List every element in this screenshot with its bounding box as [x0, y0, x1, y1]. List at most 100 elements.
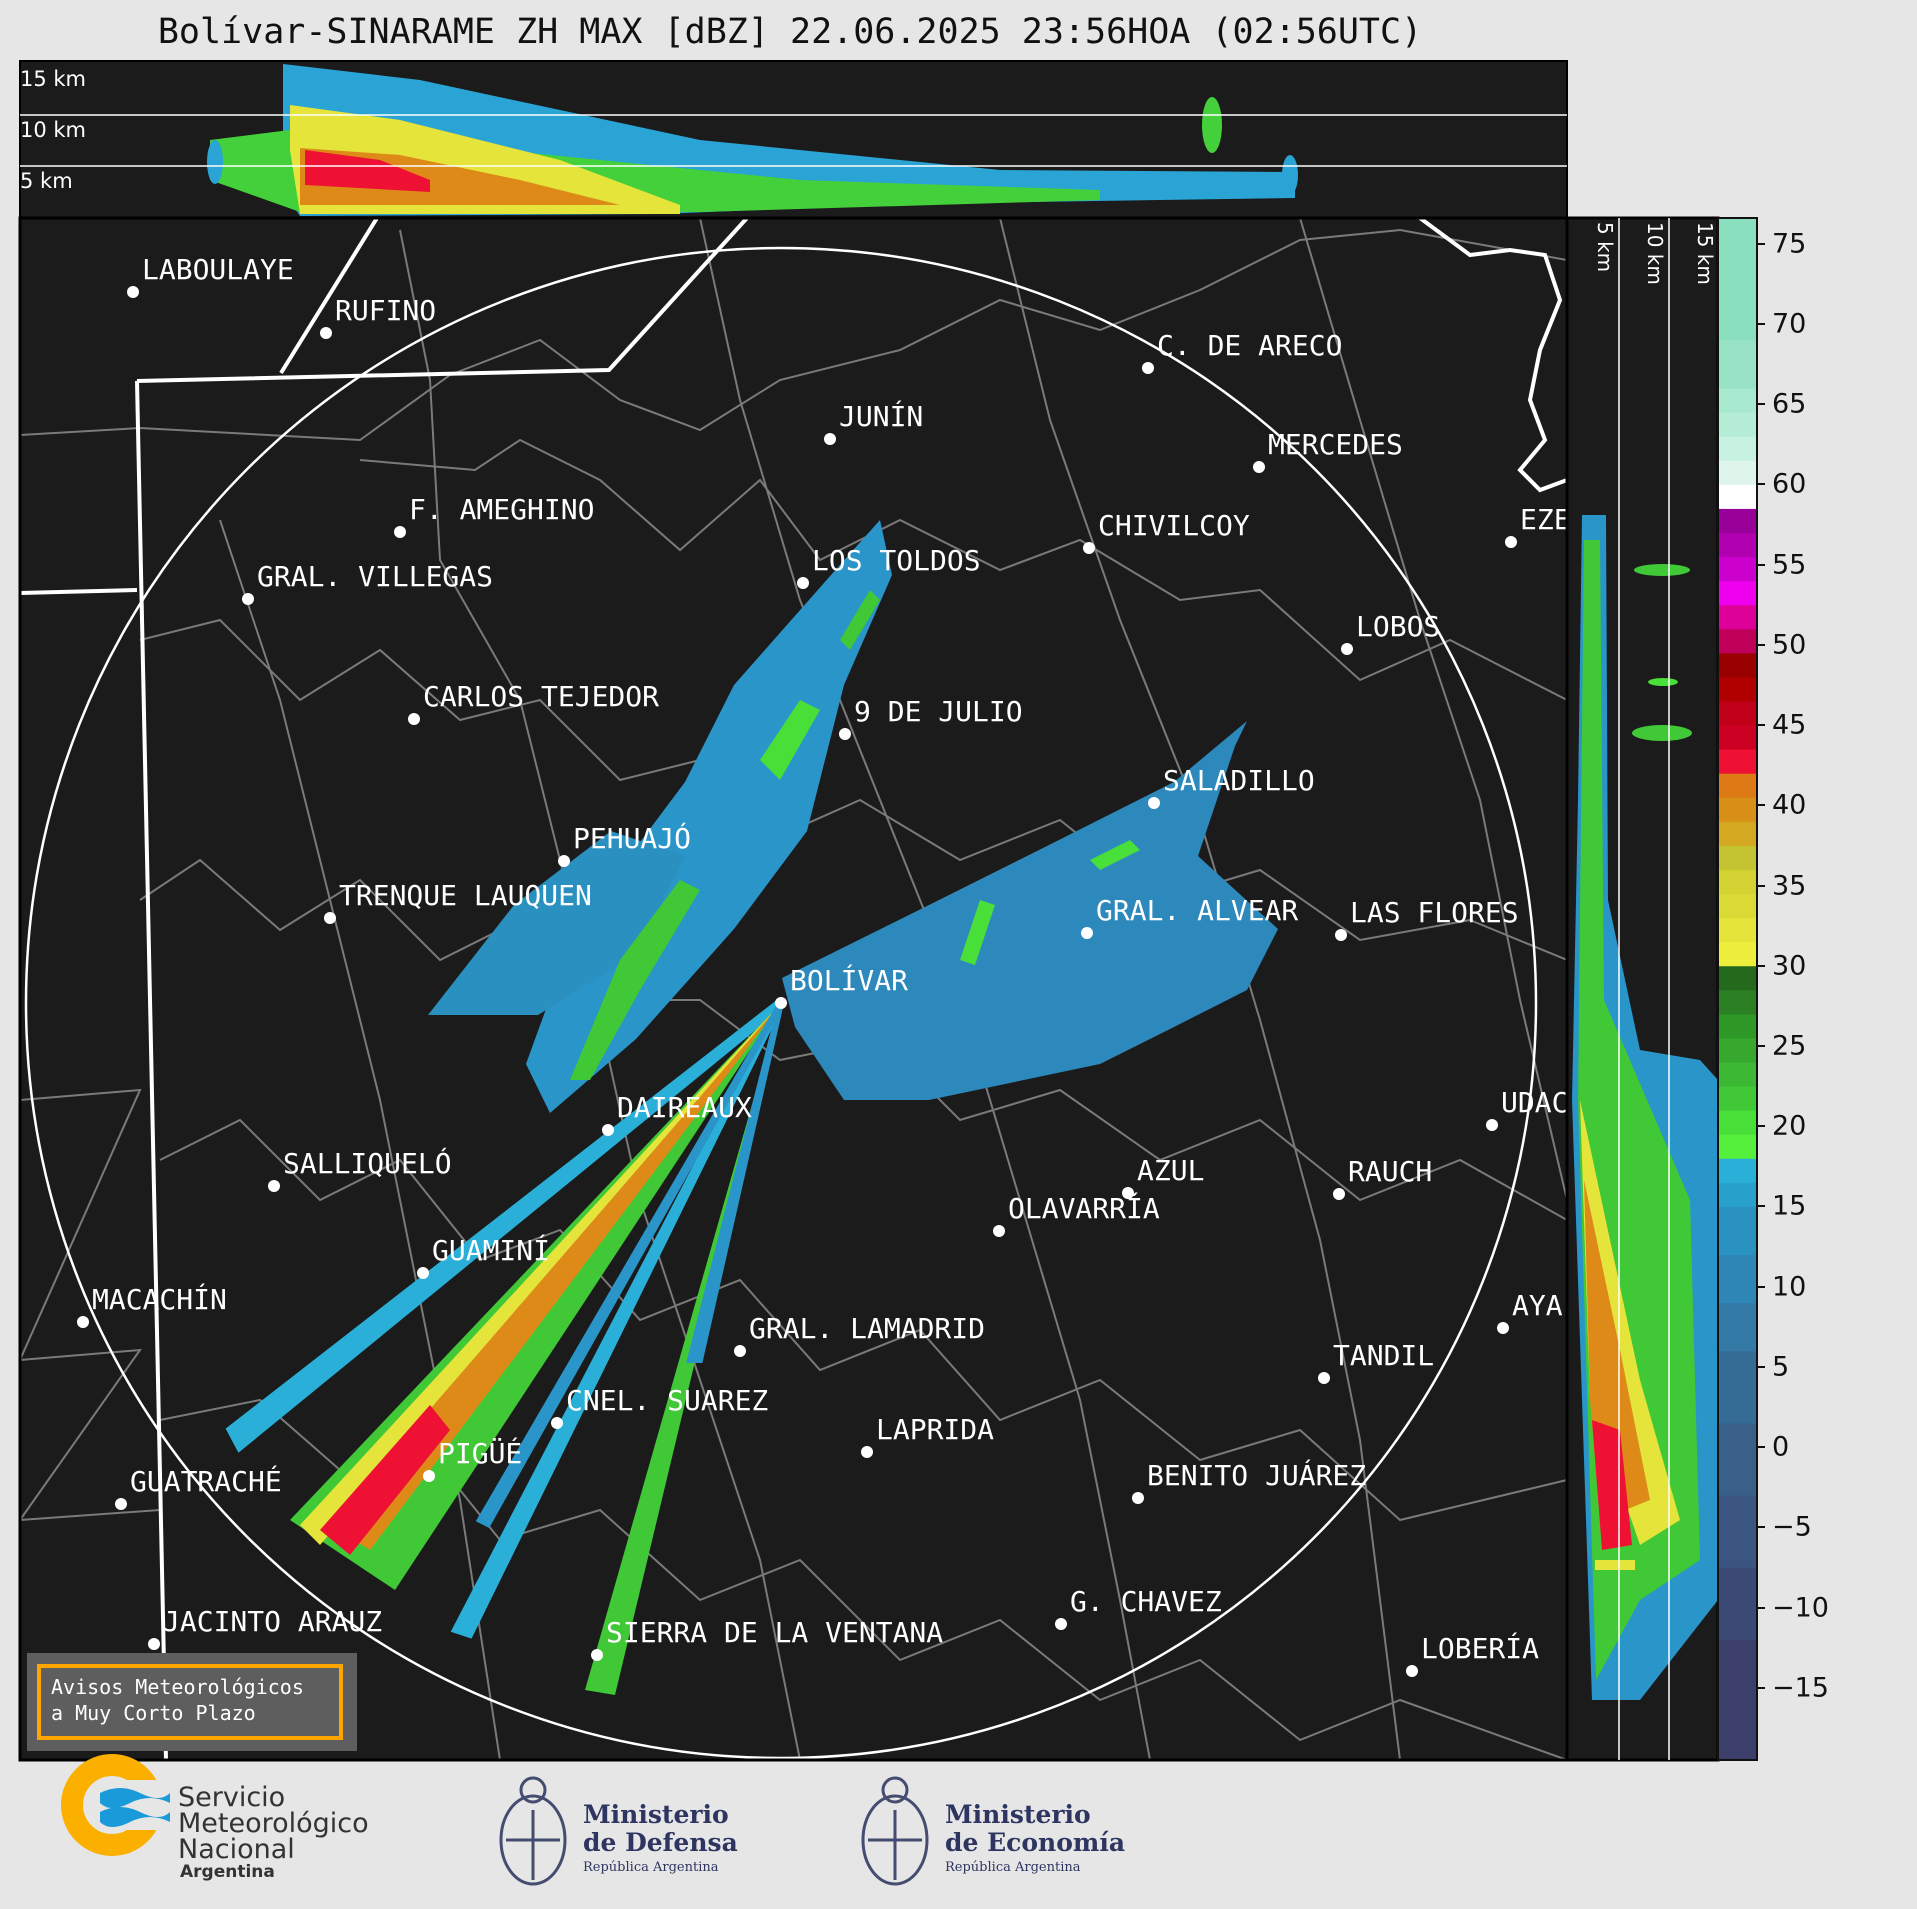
colorbar-segment: [1718, 1158, 1757, 1183]
colorbar-segment: [1718, 676, 1757, 702]
colorbar-segment: [1718, 1182, 1757, 1207]
colorbar-segment: [1718, 460, 1757, 485]
chart-title: Bolívar-SINARAME ZH MAX [dBZ] 22.06.2025…: [157, 12, 1423, 52]
dbz-colorbar: [1718, 218, 1757, 1761]
alert-box[interactable]: Avisos Meteorológicos a Muy Corto Plazo: [27, 1653, 357, 1751]
city-dot: [1318, 1372, 1330, 1384]
alert-line-1: Avisos Meteorológicos: [51, 1675, 304, 1699]
city-dot: [1333, 1188, 1345, 1200]
city-marker: LAPRIDA: [861, 1413, 994, 1458]
top-echo-cell: [207, 140, 223, 184]
colorbar-segment: [1718, 652, 1757, 678]
city-label: G. CHAVEZ: [1070, 1585, 1222, 1618]
colorbar-tick-label: 40: [1772, 789, 1807, 821]
city-label: CHIVILCOY: [1098, 509, 1250, 542]
colorbar-tick-label: 70: [1772, 308, 1807, 340]
economia-text-1: Ministerio: [945, 1800, 1091, 1829]
city-label: LOBERÍA: [1421, 1631, 1539, 1665]
city-label: C. DE ARECO: [1157, 329, 1342, 362]
city-marker: LOS TOLDOS: [797, 544, 981, 589]
colorbar-segment: [1718, 218, 1757, 341]
city-dot: [1132, 1492, 1144, 1504]
city-marker: JUNÍN: [824, 399, 923, 445]
city-marker: MACACHÍN: [77, 1282, 227, 1328]
city-dot: [77, 1316, 89, 1328]
city-label: GRAL. VILLEGAS: [257, 560, 493, 593]
city-label: SALLIQUELÓ: [283, 1146, 452, 1180]
alert-box-border: [37, 1664, 343, 1740]
city-marker: RAUCH: [1333, 1155, 1432, 1200]
colorbar-segment: [1718, 965, 1757, 991]
colorbar-tick-mark: [1757, 724, 1765, 727]
city-dot: [1055, 1618, 1067, 1630]
colorbar-segment: [1718, 580, 1757, 606]
echo-ray-blue: [225, 999, 785, 1453]
city-dot: [1497, 1322, 1509, 1334]
echo-ray-yellow: [300, 1003, 781, 1545]
right-cross-section-panel: 5 km 10 km 15 km: [1565, 216, 1720, 1762]
city-label: RUFINO: [335, 294, 436, 327]
right-echo-cell: [1632, 725, 1692, 741]
city-label: SIERRA DE LA VENTANA: [606, 1616, 943, 1649]
city-marker: AYA: [1497, 1289, 1563, 1334]
colorbar-segment: [1718, 1110, 1757, 1135]
colorbar-segment: [1718, 797, 1757, 822]
city-marker: CARLOS TEJEDOR: [408, 680, 659, 725]
city-label: BOLÍVAR: [790, 963, 908, 997]
city-marker: SIERRA DE LA VENTANA: [591, 1616, 943, 1661]
echo-area-green: [760, 700, 820, 780]
echo-ray-blue: [686, 1002, 784, 1363]
colorbar-segment: [1718, 388, 1757, 413]
city-dot: [1341, 643, 1353, 655]
echo-area-green: [840, 590, 880, 650]
city-dot: [417, 1267, 429, 1279]
colorbar-tick-label: 35: [1772, 870, 1807, 901]
city-label: RAUCH: [1348, 1155, 1432, 1188]
city-label: PIGÜÉ: [438, 1436, 522, 1470]
city-marker: JACINTO ARAUZ: [148, 1605, 382, 1650]
city-marker: 9 DE JULIO: [839, 695, 1023, 740]
colorbar-segment: [1718, 1639, 1757, 1761]
colorbar-segment: [1718, 1134, 1757, 1159]
colorbar-tick-mark: [1757, 884, 1765, 887]
radar-map[interactable]: LABOULAYE RUFINO C. DE ARECO JUNÍN MERCEDES F…: [18, 216, 1571, 1762]
economia-seal: [861, 1776, 929, 1886]
echo-area-blue: [782, 721, 1278, 1100]
colorbar-tick-mark: [1757, 322, 1765, 325]
city-marker: RUFINO: [320, 294, 436, 339]
city-label: AZUL: [1137, 1154, 1204, 1187]
city-dot: [1122, 1187, 1134, 1199]
city-label: CARLOS TEJEDOR: [423, 680, 659, 713]
city-marker: F. AMEGHINO: [394, 493, 594, 538]
city-marker: BENITO JUÁREZ: [1132, 1458, 1366, 1504]
colorbar-segment: [1718, 508, 1757, 533]
city-dot: [861, 1446, 873, 1458]
city-label: SALADILLO: [1163, 764, 1315, 797]
city-dot: [551, 1417, 563, 1429]
colorbar-tick-label: −5: [1772, 1511, 1812, 1543]
city-label: UDAC: [1501, 1086, 1568, 1119]
city-label: TANDIL: [1333, 1339, 1434, 1372]
city-label: TRENQUE LAUQUEN: [339, 879, 592, 912]
colorbar-segment: [1718, 893, 1757, 919]
colorbar-segment: [1718, 749, 1757, 774]
city-label: GUATRACHÉ: [130, 1464, 282, 1498]
city-dot: [242, 593, 254, 605]
city-label: JACINTO ARAUZ: [163, 1605, 382, 1638]
radar-echoes: [225, 520, 1278, 1695]
radar-range-ring: [24, 246, 1538, 1760]
province-boundaries: [20, 218, 1567, 1760]
city-marker: GUATRACHÉ: [115, 1464, 282, 1510]
colorbar-segment: [1718, 773, 1757, 798]
colorbar-segment: [1718, 1013, 1757, 1039]
city-label: MERCEDES: [1268, 428, 1403, 461]
city-marker: LABOULAYE: [127, 253, 294, 298]
city-label: BENITO JUÁREZ: [1147, 1458, 1366, 1492]
city-dot: [148, 1638, 160, 1650]
height-label-15km: 15 km: [20, 67, 86, 91]
city-dot: [734, 1345, 746, 1357]
city-marker: C. DE ARECO: [1142, 329, 1342, 374]
city-label: CNEL. SUAREZ: [566, 1384, 768, 1417]
colorbar-segment: [1718, 1495, 1757, 1568]
city-label: LABOULAYE: [142, 253, 294, 286]
